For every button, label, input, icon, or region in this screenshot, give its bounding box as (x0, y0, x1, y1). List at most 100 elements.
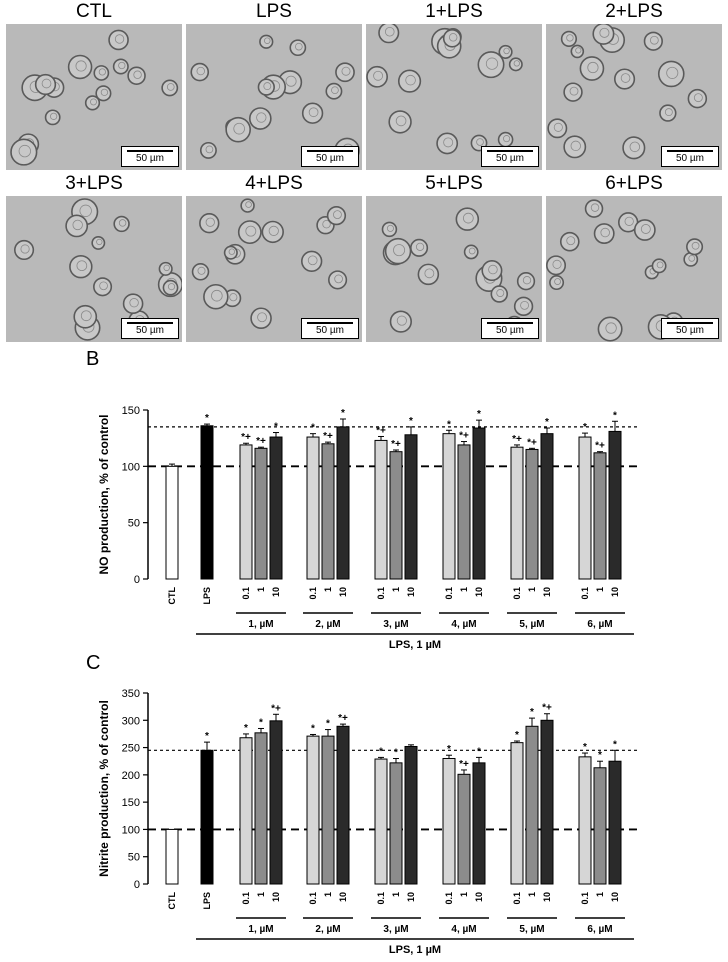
bar (239, 444, 253, 580)
bar (510, 742, 524, 885)
micrograph-label: CTL (6, 0, 182, 24)
cell-shape (91, 235, 106, 250)
nucleus-shape (211, 289, 223, 302)
x-tick-label: 10 (271, 892, 281, 902)
cell-shape (593, 223, 615, 245)
nitrite-production-chart: 0 50 100 150 200 250 300 350 Nitrite production,… (97, 688, 640, 956)
scale-bar-label: 50 µm (136, 153, 164, 164)
bar (457, 773, 471, 885)
y-axis-title: Nitrite production, % of control (97, 700, 111, 877)
cell-shape (259, 34, 274, 49)
nucleus-shape (566, 236, 576, 246)
x-tick-label: 1 (527, 587, 537, 592)
x-tick-label: 1 (391, 892, 401, 897)
cell-shape (223, 245, 238, 260)
scale-bar-label: 50 µm (316, 153, 344, 164)
scale-bar: 50 µm (121, 318, 179, 339)
bar (165, 465, 179, 580)
significance-mark: * (477, 746, 481, 757)
significance-mark: * (613, 410, 617, 421)
cell-shape (325, 82, 343, 100)
nucleus-shape (503, 47, 510, 55)
significance-mark: * (598, 750, 602, 761)
scale-bar-line (487, 322, 533, 324)
cell-shape (560, 30, 578, 47)
nucleus-shape (666, 66, 679, 79)
x-tick-label: 0.1 (241, 587, 251, 600)
bar (269, 720, 283, 885)
scale-bar-label: 50 µm (676, 153, 704, 164)
x-tick-label: 0.1 (241, 892, 251, 905)
cell-shape (563, 82, 583, 102)
cell-shape (44, 109, 61, 126)
group-label: 2, µM (315, 924, 340, 935)
micrograph-label: 4+LPS (186, 172, 362, 196)
group-label: 3, µM (383, 619, 408, 630)
nucleus-shape (600, 227, 610, 238)
group-label: 5, µM (519, 619, 544, 630)
significance-mark: * (244, 723, 248, 734)
significance-mark: * (311, 723, 315, 734)
nucleus-shape (72, 219, 83, 231)
x-tick-label: LPS (202, 892, 212, 910)
cell-shape (686, 238, 704, 256)
cell-shape (158, 261, 173, 276)
cell-shape (240, 198, 255, 213)
cell-shape (73, 304, 98, 329)
group-label: 4, µM (451, 924, 476, 935)
bar (389, 762, 403, 885)
nucleus-shape (322, 220, 331, 229)
scale-bar: 50 µm (301, 146, 359, 167)
lps-treatment-label: LPS, 1 µM (389, 944, 441, 956)
nucleus-shape (629, 141, 641, 153)
cell-shape (497, 131, 514, 148)
nucleus-shape (228, 248, 236, 255)
x-tick-label: 1 (595, 892, 605, 897)
cell-shape (301, 250, 323, 272)
bar (336, 725, 350, 885)
y-tick-label: 0 (134, 574, 140, 586)
significance-mark: * (613, 739, 617, 750)
micrograph-label: 5+LPS (366, 172, 542, 196)
significance-mark: *+ (459, 759, 469, 770)
nucleus-shape (664, 108, 673, 117)
group-label: 6, µM (587, 924, 612, 935)
significance-mark: * (583, 742, 587, 753)
cell-shape (410, 238, 429, 257)
cell-shape (633, 219, 656, 241)
cell-shape (113, 215, 130, 233)
micrograph-label: 3+LPS (6, 172, 182, 196)
y-tick-label: 100 (122, 461, 140, 473)
nucleus-shape (333, 210, 342, 220)
significance-mark: * (259, 717, 263, 728)
nucleus-shape (41, 78, 52, 89)
x-tick-label: 10 (610, 892, 620, 902)
cell-shape (301, 102, 324, 124)
cell-shape (477, 51, 505, 79)
bar (578, 436, 592, 580)
cell-shape (366, 65, 388, 88)
bar (525, 448, 539, 580)
nucleus-shape (405, 74, 416, 86)
group-label: 4, µM (451, 619, 476, 630)
micrograph-4-plus-lps: 4+LPS 50 µm (186, 172, 362, 342)
bar (578, 756, 592, 885)
nucleus-shape (100, 88, 109, 96)
nucleus-shape (163, 264, 170, 272)
y-tick-label: 0 (134, 879, 140, 891)
micrograph-1-plus-lps: 1+LPS 50 µm (366, 0, 542, 170)
cell-shape (112, 58, 129, 75)
significance-mark: * (545, 417, 549, 428)
bar (608, 760, 622, 885)
micrograph-ctl: CTL 50 µm (6, 0, 182, 170)
cell-shape (10, 138, 38, 166)
x-tick-label: 10 (406, 892, 416, 902)
cell-shape (490, 285, 509, 303)
scale-bar-label: 50 µm (496, 153, 524, 164)
scale-bar-line (487, 150, 533, 152)
group-label: 5, µM (519, 924, 544, 935)
nucleus-shape (205, 145, 214, 154)
cell-shape (248, 107, 272, 130)
cell-shape (69, 254, 93, 279)
cell-shape (108, 29, 129, 51)
